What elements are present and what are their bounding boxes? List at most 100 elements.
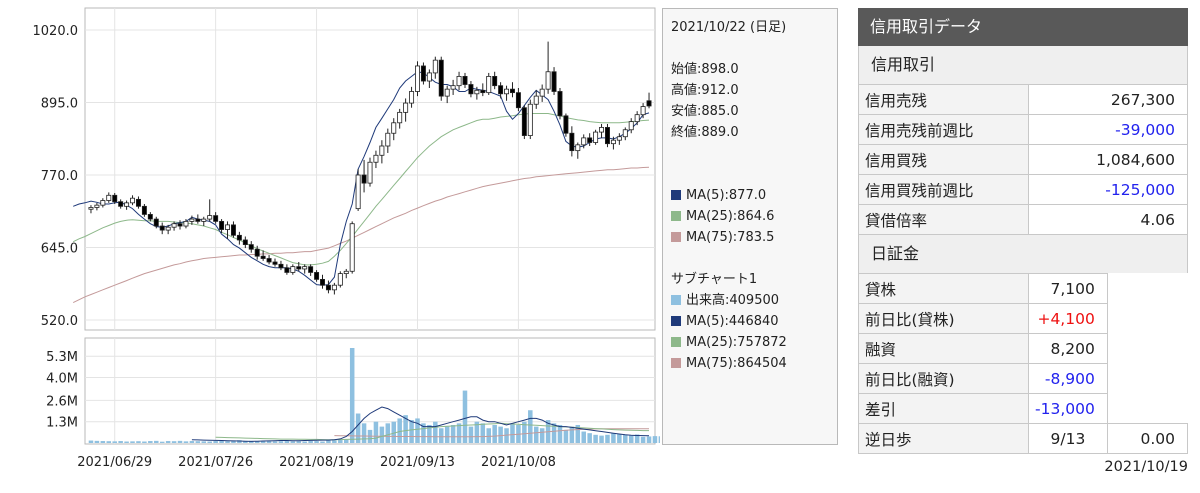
table-row: 信用買残前週比 -125,000 bbox=[858, 174, 1188, 205]
candle-body-down bbox=[498, 85, 504, 95]
candlestick bbox=[177, 220, 183, 230]
volume-bar bbox=[492, 424, 497, 443]
candlestick bbox=[504, 85, 510, 101]
candle-body-up bbox=[640, 106, 646, 116]
candle-body-up bbox=[124, 202, 130, 207]
candle-body-up bbox=[504, 88, 510, 95]
volume-bar bbox=[349, 348, 355, 443]
x-tick-label: 2021/10/08 bbox=[481, 455, 556, 470]
volume-bar bbox=[433, 421, 438, 443]
candlestick bbox=[527, 99, 533, 140]
candlestick bbox=[207, 199, 213, 222]
price-tick-label: 520.0 bbox=[41, 314, 78, 329]
candle-body-up bbox=[171, 223, 177, 228]
candle-body-up bbox=[403, 102, 409, 113]
volume-bar bbox=[438, 428, 444, 443]
row-value: 4.06 bbox=[1028, 204, 1188, 235]
table-row: 融資 8,200 bbox=[858, 333, 1188, 364]
volume-bar bbox=[355, 413, 361, 443]
volume-bar bbox=[338, 440, 343, 443]
candlestick bbox=[141, 204, 147, 217]
candlestick bbox=[361, 159, 367, 193]
row-value: 267,300 bbox=[1028, 84, 1188, 115]
candlestick bbox=[587, 133, 593, 146]
candle-body-down bbox=[325, 284, 331, 291]
candle-body-up bbox=[545, 71, 551, 90]
candlestick bbox=[171, 221, 177, 231]
candlestick bbox=[118, 199, 124, 209]
candle-body-up bbox=[616, 136, 622, 141]
candlestick bbox=[165, 224, 171, 235]
candlestick bbox=[486, 72, 492, 95]
candlestick bbox=[343, 268, 349, 279]
candle-body-down bbox=[468, 84, 474, 95]
volume-bar bbox=[409, 420, 414, 443]
row-label: 信用売残前週比 bbox=[858, 114, 1029, 145]
candlestick bbox=[628, 118, 634, 134]
candle-body-down bbox=[604, 127, 610, 145]
candle-body-down bbox=[646, 100, 652, 107]
legend-date: 2021/10/22 (日足) bbox=[671, 20, 787, 35]
volume-bar bbox=[510, 423, 515, 443]
volume-bar bbox=[628, 435, 634, 443]
candle-body-up bbox=[444, 88, 450, 97]
x-tick-label: 2021/08/19 bbox=[279, 455, 354, 470]
volume-bar bbox=[171, 441, 177, 443]
candlestick bbox=[616, 133, 622, 145]
volume-ma5-line bbox=[191, 406, 650, 442]
candle-body-up bbox=[183, 220, 189, 227]
jsf-table: 貸株 7,100 前日比(貸株) +4,100 融資 8,200 前日比(融資) -8,900… bbox=[858, 273, 1189, 454]
candle-body-down bbox=[177, 223, 183, 227]
candle-body-up bbox=[355, 174, 361, 210]
volume-bar bbox=[260, 441, 266, 443]
volume-bar bbox=[201, 441, 207, 443]
volume-bar bbox=[249, 440, 254, 443]
candlestick bbox=[539, 84, 545, 102]
candlestick bbox=[515, 88, 521, 112]
candle-body-up bbox=[397, 111, 403, 124]
candle-body-down bbox=[320, 278, 325, 286]
candlestick bbox=[569, 126, 575, 157]
candlestick bbox=[284, 264, 290, 275]
candle-body-down bbox=[260, 255, 266, 259]
volume-bar bbox=[652, 436, 658, 443]
candlestick bbox=[444, 85, 450, 104]
candle-body-down bbox=[480, 89, 486, 94]
panel-title: 信用取引データ bbox=[858, 8, 1188, 46]
candlestick bbox=[153, 216, 159, 229]
volume-bar bbox=[106, 441, 112, 443]
candle-body-up bbox=[581, 137, 587, 146]
candlestick bbox=[551, 67, 557, 95]
volume-bar bbox=[421, 423, 426, 443]
volume-bar bbox=[474, 421, 480, 443]
volume-bar bbox=[456, 423, 462, 443]
candle-body-up bbox=[486, 76, 492, 94]
volume-bar bbox=[243, 441, 248, 443]
volume-tick-label: 5.3M bbox=[46, 350, 78, 365]
candlestick bbox=[112, 192, 118, 204]
legend-ma75: MA(75):783.5 bbox=[671, 227, 829, 248]
volume-bar bbox=[427, 424, 432, 443]
candlestick bbox=[314, 270, 320, 282]
price-tick-label: 895.0 bbox=[41, 97, 78, 112]
table-row: 逆日歩 9/13 0.00 bbox=[858, 423, 1189, 454]
volume-swatch-icon bbox=[671, 295, 681, 305]
candle-body-up bbox=[527, 103, 533, 136]
candlestick bbox=[646, 92, 652, 109]
candlestick bbox=[290, 264, 296, 275]
volume-bar bbox=[391, 421, 397, 443]
volume-bar bbox=[189, 441, 195, 443]
candle-body-up bbox=[207, 215, 213, 220]
candlestick bbox=[337, 271, 343, 288]
candle-body-down bbox=[569, 132, 575, 152]
candle-body-up bbox=[337, 273, 343, 286]
candle-body-up bbox=[302, 266, 308, 270]
candlestick bbox=[599, 123, 605, 138]
candlestick bbox=[302, 264, 308, 274]
volume-bar bbox=[159, 441, 165, 443]
volume-bar bbox=[468, 426, 474, 443]
candle-body-up bbox=[343, 270, 349, 274]
candlestick bbox=[266, 255, 272, 265]
volume-bar bbox=[94, 440, 100, 443]
candlestick bbox=[581, 134, 587, 149]
